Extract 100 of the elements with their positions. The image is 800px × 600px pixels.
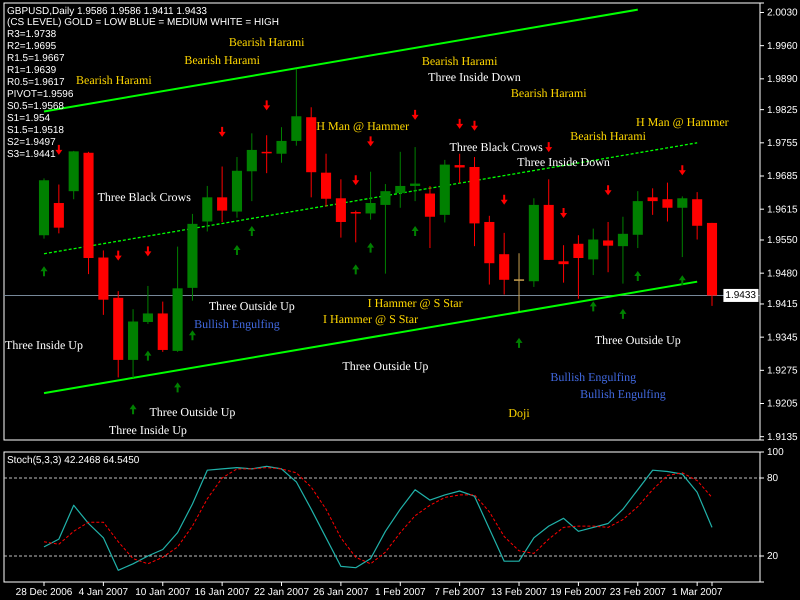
point [144, 350, 152, 361]
candlestick [350, 210, 361, 243]
point [604, 185, 612, 196]
y-tick-label: 1.9205 [767, 398, 798, 410]
x-tick-label: 28 Dec 2006 [16, 587, 73, 598]
annotation: Bullish Engulfing [194, 317, 280, 331]
annotation: Three Inside Up [108, 423, 187, 437]
annotation: R0.5=1.9617 [7, 77, 65, 88]
annotation: R3=1.9738 [7, 29, 57, 40]
candlestick [618, 216, 628, 284]
annotation: H Man @ Hammer [316, 119, 410, 133]
candlestick [677, 196, 688, 258]
annotation: R1.5=1.9667 [7, 53, 65, 64]
annotation: R1=1.9639 [7, 65, 57, 76]
annotation: Three Outside Up [594, 333, 681, 347]
x-tick-label: 19 Feb 2007 [550, 587, 607, 598]
point [367, 242, 374, 253]
point [218, 126, 226, 137]
y-tick-label: 80 [767, 473, 779, 484]
point [500, 194, 508, 205]
point [516, 338, 523, 348]
point [545, 142, 552, 152]
candlestick [395, 151, 406, 208]
text: (CS LEVEL) GOLD = LOW BLUE = MEDIUM WHITE = HIGH [7, 17, 279, 28]
y-tick-label: 1.9685 [767, 171, 798, 182]
point [352, 264, 360, 274]
point [678, 165, 686, 176]
candlestick [246, 132, 257, 202]
candlestick [454, 153, 465, 184]
point [560, 208, 568, 218]
annotation: Three Inside Down [428, 70, 521, 84]
x-tick-label: 10 Jan 2007 [135, 587, 191, 598]
point [367, 136, 374, 146]
point [678, 275, 686, 286]
y-tick-label: 2.0030 [767, 8, 798, 19]
annotation: I Hammer @ S Star [323, 312, 418, 326]
annotation: I Hammer @ S Star [368, 296, 463, 310]
candlestick [366, 171, 376, 220]
annotation: Bearish Harami [76, 73, 152, 87]
annotation: Bearish Harami [228, 35, 306, 49]
point [352, 175, 360, 186]
annotation: Bearish Harami [422, 54, 498, 68]
candlestick [276, 126, 287, 164]
point [55, 144, 62, 155]
candlestick [336, 178, 346, 238]
x-tick-label: 4 Jan 2007 [78, 587, 129, 598]
candlestick [514, 252, 524, 312]
x-tick-label: 1 Mar 2007 [672, 587, 723, 598]
annotation: Three Black Crows [450, 140, 544, 154]
x-tick-label: 26 Jan 2007 [313, 587, 369, 598]
point [412, 110, 419, 120]
annotation: S2=1.9497 [7, 137, 56, 148]
point [634, 271, 642, 282]
annotation: Three Outside Up [149, 405, 236, 419]
annotation: Bullish Engulfing [580, 387, 666, 401]
candlestick [588, 228, 598, 276]
candlestick [142, 285, 153, 324]
x-tick-label: 22 Jan 2007 [254, 587, 310, 598]
y-tick-label: 1.9275 [767, 366, 798, 377]
annotation: S1=1.954 [7, 113, 51, 124]
annotation: S1.5=1.9518 [7, 125, 64, 136]
annotation: R2=1.9695 [7, 41, 57, 52]
point [144, 246, 152, 256]
x-tick-label: 16 Jan 2007 [194, 587, 250, 598]
y-tick-label: 1.9615 [767, 204, 798, 216]
x-tick-label: 1 Feb 2007 [374, 587, 426, 598]
y-tick-label: 1.9960 [767, 40, 798, 52]
candlestick [410, 146, 420, 202]
point [590, 301, 597, 312]
point [188, 330, 196, 340]
annotation: Bearish Harami [184, 53, 261, 67]
point [233, 244, 240, 255]
candlestick [603, 221, 614, 273]
point [174, 382, 182, 392]
y-tick-label: 1.9890 [767, 74, 798, 86]
point [130, 404, 137, 414]
y-tick-label: 1.9550 [767, 235, 798, 246]
point [412, 226, 419, 236]
point [470, 120, 478, 131]
x-tick-label: 7 Feb 2007 [434, 587, 486, 598]
x-tick-label: 23 Feb 2007 [610, 587, 666, 598]
y-tick-label: 1.9135 [767, 432, 798, 443]
annotation: Three Outside Up [342, 359, 428, 373]
annotation: S3=1.9441 [7, 149, 56, 160]
candlestick [648, 188, 658, 216]
candlestick [424, 185, 435, 249]
point [619, 308, 626, 319]
annotation: Three Outside Up [208, 299, 295, 313]
candlestick [262, 134, 272, 174]
annotation: Bearish Harami [510, 86, 588, 100]
annotation: Three Black Crows [98, 190, 192, 204]
annotation: Bearish Harami [570, 129, 647, 143]
annotation: Bullish Engulfing [550, 370, 636, 384]
point [114, 250, 122, 261]
candlestick [217, 166, 228, 222]
y-tick-label: 1.9825 [767, 104, 798, 116]
annotation: H Man @ Hammer [636, 115, 729, 129]
point [263, 100, 270, 110]
candlestick [662, 182, 673, 222]
annotation: Three Inside Down [517, 155, 610, 169]
